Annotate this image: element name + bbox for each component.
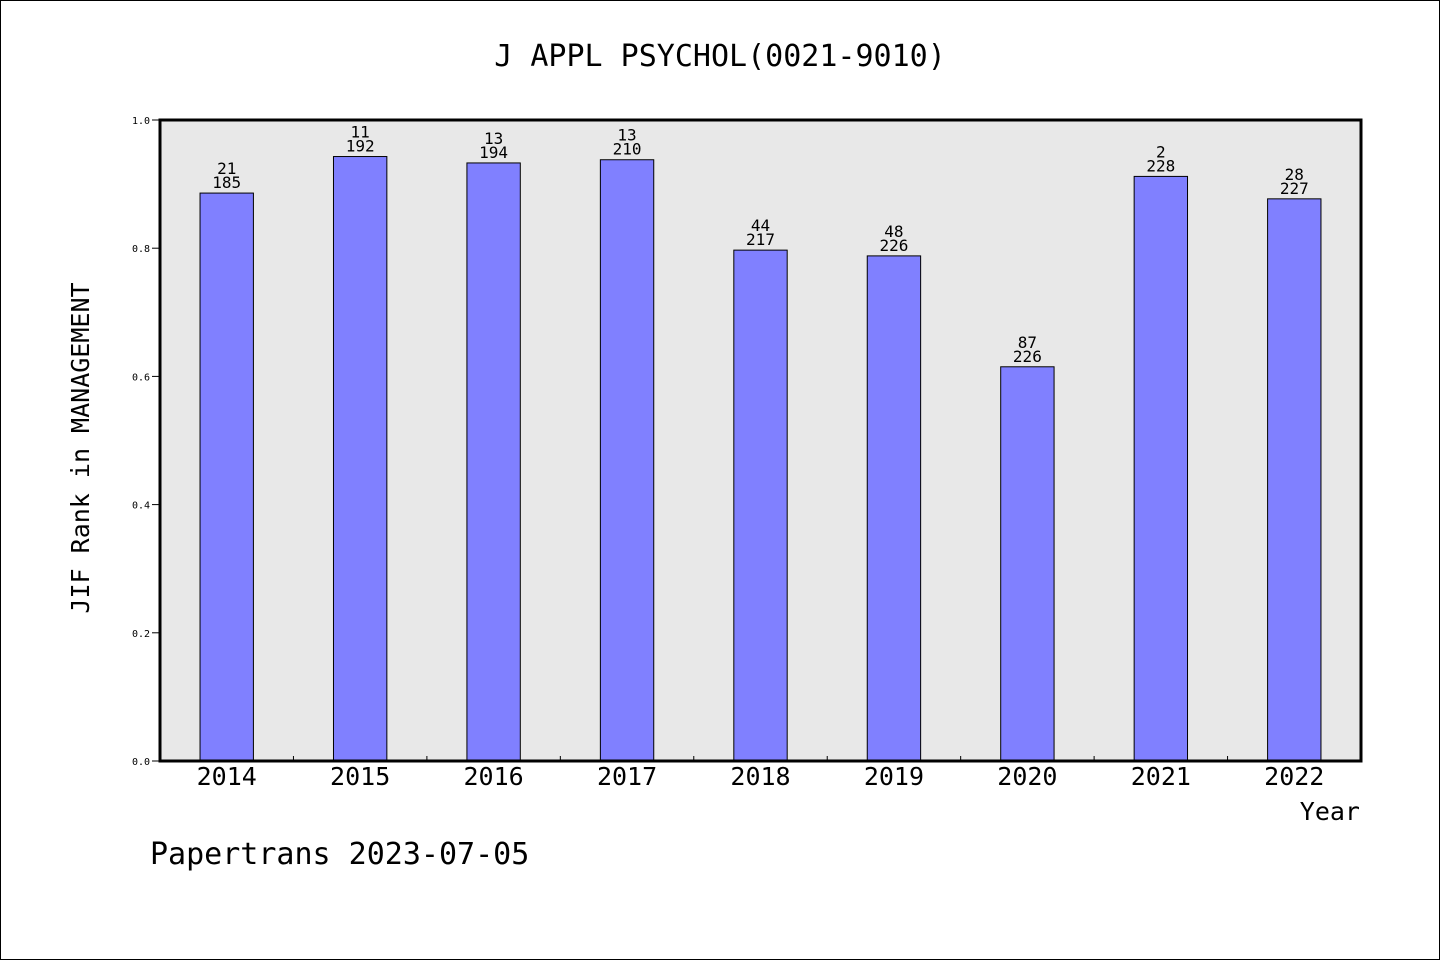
bar-total-label: 226 [1013,347,1042,366]
x-axis: 2014 2015 2016 2017 2018 2019 2020 2021 2022 [197,756,1324,791]
x-axis-label: Year [1300,797,1360,826]
bar [1133,175,1189,762]
y-tick-label: 0.4 [132,501,150,512]
x-tick-label: 2016 [464,762,524,791]
y-tick-label: 0.2 [132,629,150,640]
bar-rank-label: 13 [484,129,503,148]
bar [599,159,655,762]
bar [733,249,788,762]
bar [866,255,922,762]
bar [466,162,521,762]
x-tick-label: 2017 [597,762,657,791]
y-tick-label: 1.0 [132,116,150,127]
x-tick-label: 2014 [197,762,257,791]
bar-total-label: 226 [879,236,908,255]
bar-rank-label: 2 [1156,142,1166,161]
bar-rank-label: 11 [351,123,370,142]
bar [332,156,388,762]
y-tick-label: 0.0 [132,757,150,768]
x-tick-label: 2020 [997,762,1057,791]
bar [1267,198,1322,762]
bar-rank-label: 28 [1285,165,1304,184]
x-tick-label: 2019 [864,762,924,791]
bar-rank-label: 13 [617,126,636,145]
bar [199,192,254,762]
y-tick-label: 0.6 [132,372,150,383]
bar-rank-label: 44 [751,216,770,235]
bar-total-label: 185 [212,173,241,192]
x-tick-label: 2021 [1131,762,1191,791]
footer-text: Papertrans 2023-07-05 [150,837,529,872]
y-axis-label: JIF Rank in MANAGEMENT [66,282,95,613]
bar-total-label: 228 [1146,156,1175,175]
bar-total-label: 194 [479,143,508,162]
y-tick-label: 0.8 [132,244,150,255]
bar-total-label: 210 [613,140,642,159]
bar-total-label: 227 [1280,179,1309,198]
x-tick-label: 2018 [730,762,790,791]
chart-title: J APPL PSYCHOL(0021-9010) [494,39,946,74]
bar [1000,366,1055,762]
bar-rank-label: 87 [1018,333,1037,352]
x-tick-label: 2015 [330,762,390,791]
bar-total-label: 217 [746,230,775,249]
bar-rank-label: 48 [884,222,903,241]
bar-total-label: 192 [346,137,375,156]
x-tick-label: 2022 [1264,762,1324,791]
bar-rank-label: 21 [217,159,236,178]
plot-frame [158,118,1363,763]
